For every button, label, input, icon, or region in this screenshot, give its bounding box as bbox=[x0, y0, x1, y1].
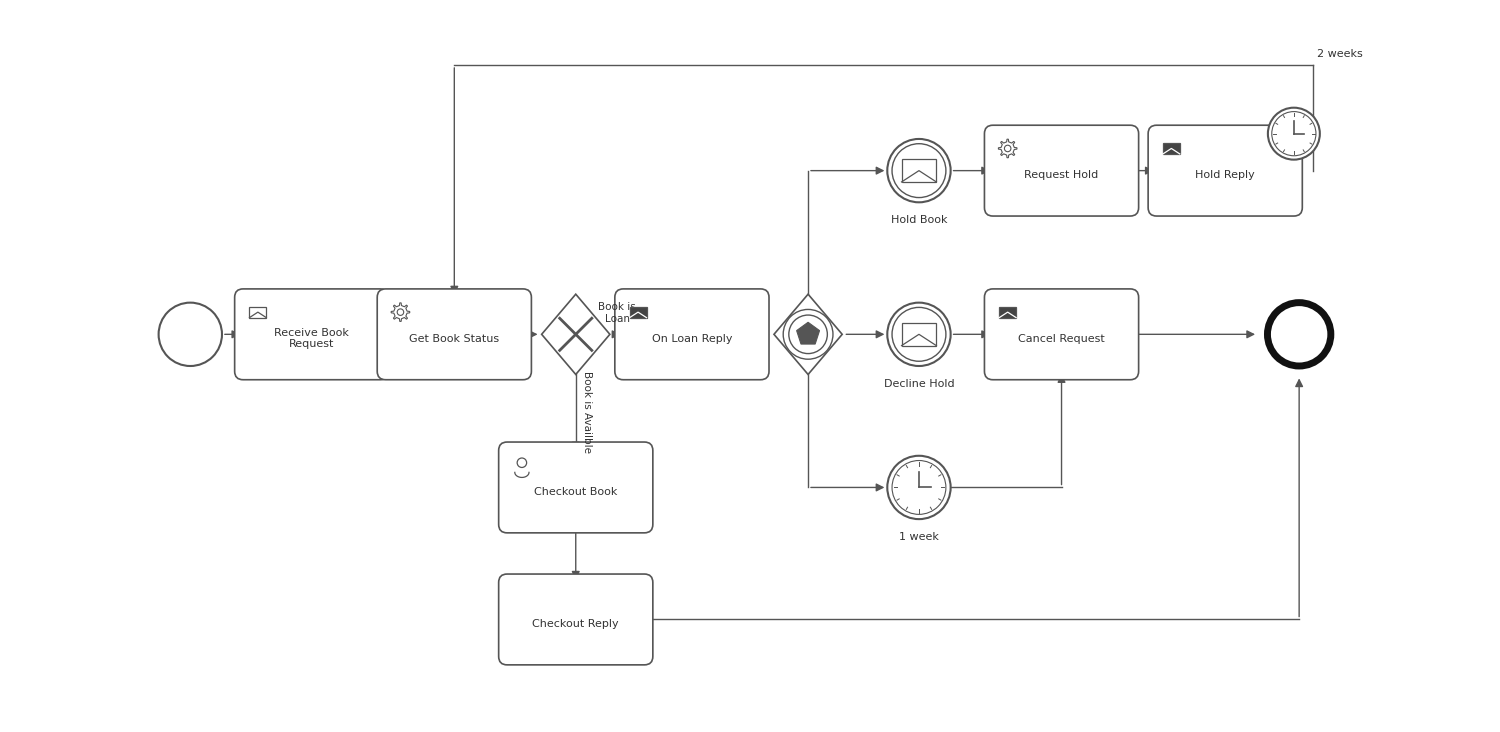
FancyBboxPatch shape bbox=[376, 289, 531, 380]
Text: Hold Reply: Hold Reply bbox=[1196, 170, 1256, 180]
Circle shape bbox=[159, 302, 222, 366]
Circle shape bbox=[892, 143, 946, 198]
Circle shape bbox=[783, 310, 832, 359]
Circle shape bbox=[888, 139, 951, 202]
FancyBboxPatch shape bbox=[615, 289, 770, 380]
FancyBboxPatch shape bbox=[234, 289, 388, 380]
Circle shape bbox=[892, 307, 946, 362]
FancyBboxPatch shape bbox=[984, 289, 1138, 380]
Polygon shape bbox=[392, 303, 410, 321]
Text: Decline Hold: Decline Hold bbox=[884, 378, 954, 389]
Circle shape bbox=[888, 456, 951, 519]
Text: 1 week: 1 week bbox=[898, 532, 939, 542]
Text: Get Book Status: Get Book Status bbox=[410, 334, 500, 343]
Bar bbox=[902, 323, 936, 346]
FancyBboxPatch shape bbox=[984, 125, 1138, 216]
Text: Cancel Request: Cancel Request bbox=[1019, 334, 1106, 343]
Circle shape bbox=[1272, 111, 1316, 156]
Text: Checkout Reply: Checkout Reply bbox=[532, 619, 620, 629]
Text: Checkout Book: Checkout Book bbox=[534, 487, 618, 497]
FancyBboxPatch shape bbox=[498, 442, 652, 533]
Bar bbox=[902, 160, 936, 182]
Polygon shape bbox=[796, 322, 819, 344]
Circle shape bbox=[892, 460, 946, 515]
Bar bbox=[630, 307, 646, 318]
Text: Hold Book: Hold Book bbox=[891, 215, 946, 225]
Circle shape bbox=[1005, 145, 1011, 152]
Bar bbox=[999, 307, 1016, 318]
Circle shape bbox=[1268, 302, 1330, 366]
Circle shape bbox=[398, 309, 404, 315]
Polygon shape bbox=[542, 294, 610, 375]
FancyBboxPatch shape bbox=[498, 574, 652, 665]
Text: 2 weeks: 2 weeks bbox=[1317, 49, 1364, 59]
Circle shape bbox=[1268, 108, 1320, 160]
Circle shape bbox=[888, 302, 951, 366]
Bar bbox=[1162, 143, 1180, 154]
Circle shape bbox=[789, 315, 828, 354]
Polygon shape bbox=[999, 139, 1017, 157]
Text: On Loan Reply: On Loan Reply bbox=[651, 334, 732, 343]
Text: Book is
Loan: Book is Loan bbox=[598, 302, 636, 324]
FancyBboxPatch shape bbox=[1148, 125, 1302, 216]
Bar bbox=[249, 307, 267, 318]
Text: Request Hold: Request Hold bbox=[1024, 170, 1098, 180]
Text: Book is Availble: Book is Availble bbox=[582, 371, 592, 453]
Polygon shape bbox=[774, 294, 842, 375]
Circle shape bbox=[518, 458, 526, 468]
Text: Receive Book
Request: Receive Book Request bbox=[274, 328, 350, 349]
